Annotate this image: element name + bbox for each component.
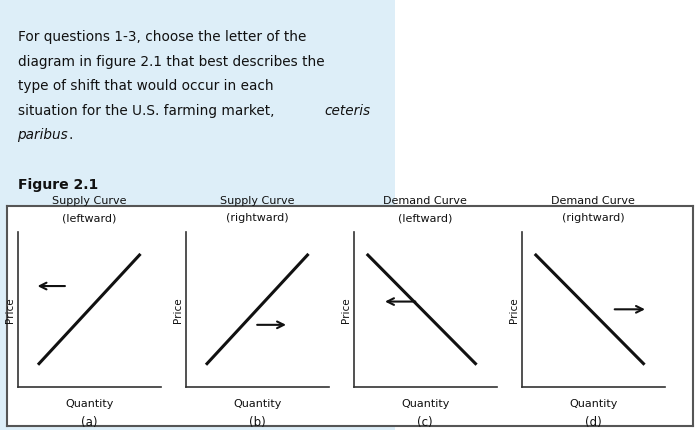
Text: Supply Curve: Supply Curve: [52, 196, 127, 206]
Text: Quantity: Quantity: [401, 398, 449, 408]
Text: (leftward): (leftward): [62, 213, 116, 223]
Text: For questions 1-3, choose the letter of the: For questions 1-3, choose the letter of …: [18, 30, 306, 44]
Text: Demand Curve: Demand Curve: [552, 196, 635, 206]
Text: Quantity: Quantity: [233, 398, 281, 408]
Text: (a): (a): [81, 415, 97, 428]
Text: diagram in figure 2.1 that best describes the: diagram in figure 2.1 that best describe…: [18, 55, 324, 68]
Y-axis label: Price: Price: [5, 297, 15, 322]
Text: (rightward): (rightward): [226, 213, 288, 223]
Text: situation for the U.S. farming market,: situation for the U.S. farming market,: [18, 104, 279, 117]
Y-axis label: Price: Price: [341, 297, 351, 322]
Text: .: .: [69, 128, 73, 142]
Text: (b): (b): [249, 415, 265, 428]
Text: type of shift that would occur in each: type of shift that would occur in each: [18, 79, 273, 93]
Y-axis label: Price: Price: [509, 297, 519, 322]
Text: (d): (d): [585, 415, 601, 428]
Text: Figure 2.1: Figure 2.1: [18, 177, 98, 191]
Text: (c): (c): [417, 415, 433, 428]
Text: Quantity: Quantity: [65, 398, 113, 408]
Text: ceteris: ceteris: [324, 104, 370, 117]
Text: (leftward): (leftward): [398, 213, 452, 223]
Text: paribus: paribus: [18, 128, 69, 142]
Text: Supply Curve: Supply Curve: [220, 196, 295, 206]
Text: (rightward): (rightward): [562, 213, 624, 223]
Text: Quantity: Quantity: [569, 398, 617, 408]
Text: Demand Curve: Demand Curve: [384, 196, 467, 206]
Y-axis label: Price: Price: [173, 297, 183, 322]
